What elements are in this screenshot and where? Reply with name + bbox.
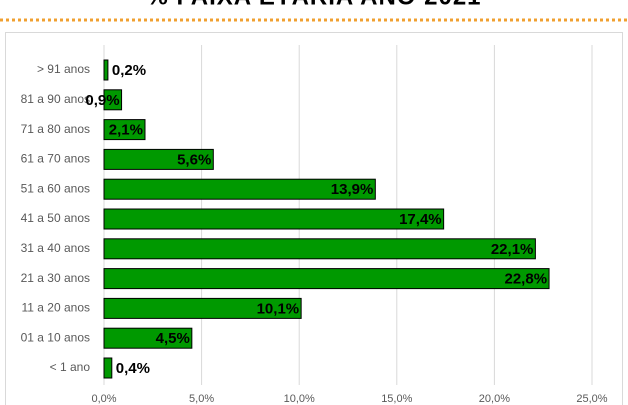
y-tick-label: < 1 ano xyxy=(50,360,91,374)
data-label: 2,1% xyxy=(109,122,143,139)
bar xyxy=(103,297,302,319)
x-tick-label: 10,0% xyxy=(284,393,315,405)
bar xyxy=(103,148,214,170)
x-tick-label: 15,0% xyxy=(381,393,412,405)
bar xyxy=(103,238,536,260)
data-label: 22,1% xyxy=(491,241,534,258)
x-tick-label: 5,0% xyxy=(189,393,214,405)
x-tick-label: 25,0% xyxy=(576,393,607,405)
bar xyxy=(103,89,123,111)
y-tick-label: 61 a 70 anos xyxy=(21,152,90,166)
y-tick-label: 21 a 30 anos xyxy=(21,271,90,285)
y-tick-label: 11 a 20 anos xyxy=(21,301,90,315)
bar xyxy=(103,178,376,200)
data-label: 22,8% xyxy=(505,271,548,288)
y-tick-label: 41 a 50 anos xyxy=(21,211,90,225)
y-tick-label: > 91 anos xyxy=(37,62,90,76)
plot-border xyxy=(5,32,623,405)
data-label: 17,4% xyxy=(399,211,442,228)
chart-title: % FAIXA ETÁRIA ANO 2021 xyxy=(146,0,481,10)
data-label: 4,5% xyxy=(156,330,190,347)
bar xyxy=(103,268,550,290)
y-tick-label: 01 a 10 anos xyxy=(21,330,90,344)
x-tick-label: 20,0% xyxy=(479,393,510,405)
y-tick-label: 51 a 60 anos xyxy=(21,181,90,195)
data-label: 0,2% xyxy=(112,62,146,79)
bar xyxy=(103,119,146,141)
x-tick-label: 0,0% xyxy=(91,393,116,405)
bar xyxy=(103,208,445,230)
y-tick-label: 81 a 90 anos xyxy=(21,92,90,106)
data-label: 5,6% xyxy=(177,151,211,168)
data-label: 0,9% xyxy=(85,92,119,109)
bar xyxy=(103,59,109,81)
data-label: 10,1% xyxy=(257,300,300,317)
y-tick-label: 31 a 40 anos xyxy=(21,241,90,255)
y-tick-label: 71 a 80 anos xyxy=(21,122,90,136)
data-label: 13,9% xyxy=(331,181,374,198)
bar xyxy=(103,327,193,349)
data-label: 0,4% xyxy=(116,360,150,377)
bar xyxy=(103,357,113,379)
